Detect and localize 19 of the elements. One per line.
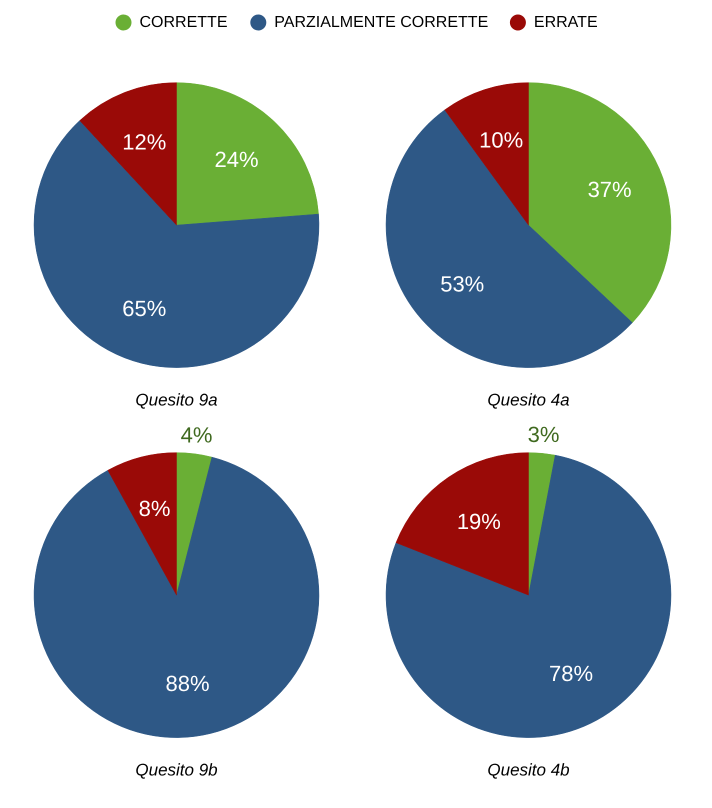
- data-label: 24%: [214, 147, 259, 172]
- data-label: 53%: [440, 272, 484, 297]
- legend-label: PARZIALMENTE CORRETTE: [274, 14, 488, 31]
- data-label: 10%: [479, 128, 524, 153]
- data-label: 12%: [122, 130, 166, 155]
- data-label: 65%: [122, 296, 166, 321]
- data-label: 88%: [166, 671, 210, 696]
- text: Quesito 4b: [487, 760, 570, 780]
- data-label: 78%: [549, 660, 594, 686]
- data-label: 3%: [528, 422, 560, 448]
- text: Quesito 9b: [135, 760, 218, 780]
- text: Quesito 4a: [487, 390, 570, 410]
- data-label: 19%: [456, 508, 501, 534]
- legend-label: CORRETTE: [140, 14, 228, 31]
- data-label: 4%: [180, 422, 212, 448]
- legend-label: ERRATE: [534, 14, 598, 31]
- data-label: 8%: [138, 496, 170, 522]
- text: Quesito 9a: [135, 390, 218, 410]
- data-label: 37%: [588, 177, 632, 202]
